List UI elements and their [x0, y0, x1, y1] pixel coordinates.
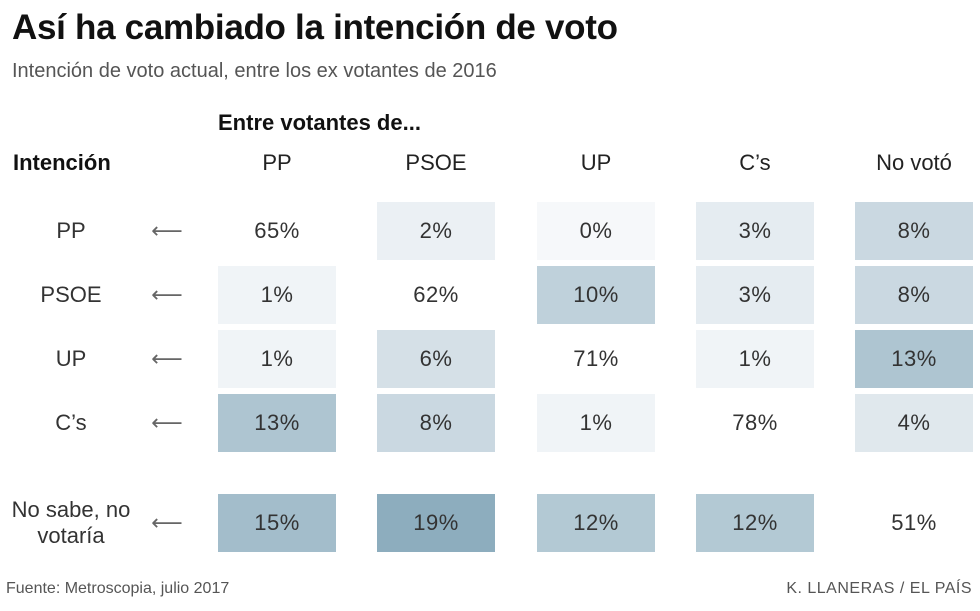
table-cell: 6% [377, 330, 495, 388]
table-cell: 4% [855, 394, 973, 452]
row-label-c-s: C’s [55, 410, 87, 435]
table-cell: 1% [218, 266, 336, 324]
table-cell: 8% [855, 202, 973, 260]
column-group-label: Entre votantes de... [218, 110, 421, 135]
row-label-pp: PP [56, 218, 86, 243]
table-cell: 1% [696, 330, 814, 388]
column-header-no-vot: No votó [876, 150, 952, 175]
table-cell: 71% [573, 346, 619, 371]
table-cell: 2% [377, 202, 495, 260]
left-arrow-icon: ⟵ [151, 218, 183, 243]
table-cell: 65% [254, 218, 300, 243]
table-cell: 13% [218, 394, 336, 452]
credit: K. LLANERAS / EL PAÍS [786, 580, 972, 597]
table-cell: 78% [732, 410, 778, 435]
table-cell: 12% [696, 494, 814, 552]
table-cell: 51% [891, 510, 937, 535]
row-label-no-sabe-no-votar-a: No sabe, no votaría [11, 497, 131, 548]
left-arrow-icon: ⟵ [151, 510, 183, 535]
table-cell: 19% [377, 494, 495, 552]
table-cell: 10% [537, 266, 655, 324]
table-cell: 1% [218, 330, 336, 388]
column-header-c-s: C’s [739, 150, 771, 175]
table-cell: 8% [855, 266, 973, 324]
table-cell: 1% [537, 394, 655, 452]
table-cell: 12% [537, 494, 655, 552]
table-cell: 15% [218, 494, 336, 552]
table-cell: 3% [696, 266, 814, 324]
row-label-up: UP [55, 346, 87, 371]
table-cell: 3% [696, 202, 814, 260]
column-header-pp: PP [262, 150, 292, 175]
row-header: Intención [13, 150, 111, 175]
table-cell: 13% [855, 330, 973, 388]
table-cell: 8% [377, 394, 495, 452]
column-header-up: UP [580, 150, 612, 175]
table-cell: 0% [537, 202, 655, 260]
left-arrow-icon: ⟵ [151, 346, 183, 371]
chart-subtitle: Intención de voto actual, entre los ex v… [12, 60, 497, 82]
left-arrow-icon: ⟵ [151, 282, 183, 307]
left-arrow-icon: ⟵ [151, 410, 183, 435]
table-cell: 62% [413, 282, 459, 307]
row-label-psoe: PSOE [40, 282, 102, 307]
chart-title: Así ha cambiado la intención de voto [12, 8, 618, 47]
source-note: Fuente: Metroscopia, julio 2017 [6, 580, 230, 597]
column-header-psoe: PSOE [405, 150, 467, 175]
